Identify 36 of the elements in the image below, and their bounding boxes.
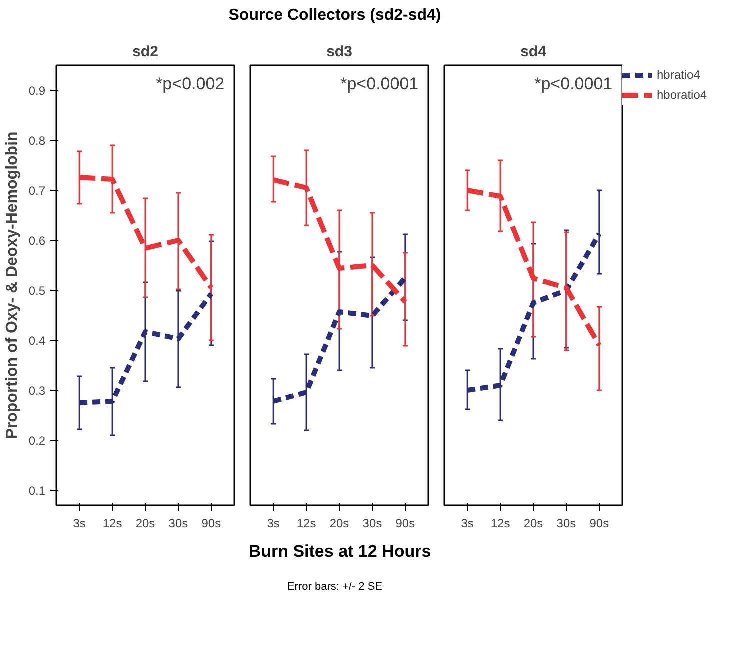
legend-label: hbratio4 bbox=[657, 68, 700, 82]
x-tick-label: 3s bbox=[267, 516, 280, 530]
x-tick-label: 12s bbox=[296, 516, 316, 530]
y-tick-label: 0.7 bbox=[28, 184, 46, 198]
y-tick-label: 0.6 bbox=[28, 234, 46, 248]
y-axis-title: Proportion of Oxy- & Deoxy-Hemoglobin bbox=[4, 132, 21, 440]
x-tick-label: 90s bbox=[590, 516, 610, 530]
annotation: *p<0.0001 bbox=[534, 74, 613, 94]
x-tick-label: 20s bbox=[330, 516, 350, 530]
x-tick-label: 20s bbox=[524, 516, 544, 530]
y-tick-label: 0.3 bbox=[28, 384, 46, 398]
x-tick-label: 90s bbox=[202, 516, 222, 530]
annotation: *p<0.002 bbox=[156, 74, 225, 94]
chart-title: sd4 bbox=[520, 44, 548, 60]
annotation: *p<0.0001 bbox=[340, 74, 419, 94]
y-tick-label: 0.5 bbox=[28, 284, 46, 298]
x-axis-title: Burn Sites at 12 Hours bbox=[248, 541, 432, 563]
x-tick-label: 3s bbox=[461, 516, 474, 530]
x-tick-label: 90s bbox=[396, 516, 416, 530]
chart-title: sd3 bbox=[326, 44, 352, 60]
legend-label: hboratio4 bbox=[657, 88, 708, 102]
x-tick-label: 30s bbox=[556, 516, 576, 530]
x-tick-label: 30s bbox=[362, 516, 382, 530]
x-tick-label: 3s bbox=[73, 516, 86, 530]
x-tick-label: 30s bbox=[168, 516, 188, 530]
y-tick-label: 0.4 bbox=[28, 334, 46, 348]
text: Source Collectors (sd2-sd4) bbox=[228, 6, 442, 26]
x-tick-label: 20s bbox=[136, 516, 156, 530]
y-tick-label: 0.9 bbox=[28, 84, 46, 98]
text: Error bars: +/- 2 SE bbox=[287, 580, 383, 595]
x-tick-label: 12s bbox=[102, 516, 122, 530]
x-tick-label: 12s bbox=[490, 516, 510, 530]
y-tick-label: 0.2 bbox=[28, 434, 46, 448]
y-tick-label: 0.1 bbox=[28, 484, 46, 498]
chart-title: sd2 bbox=[132, 44, 158, 60]
y-tick-label: 0.8 bbox=[28, 134, 46, 148]
